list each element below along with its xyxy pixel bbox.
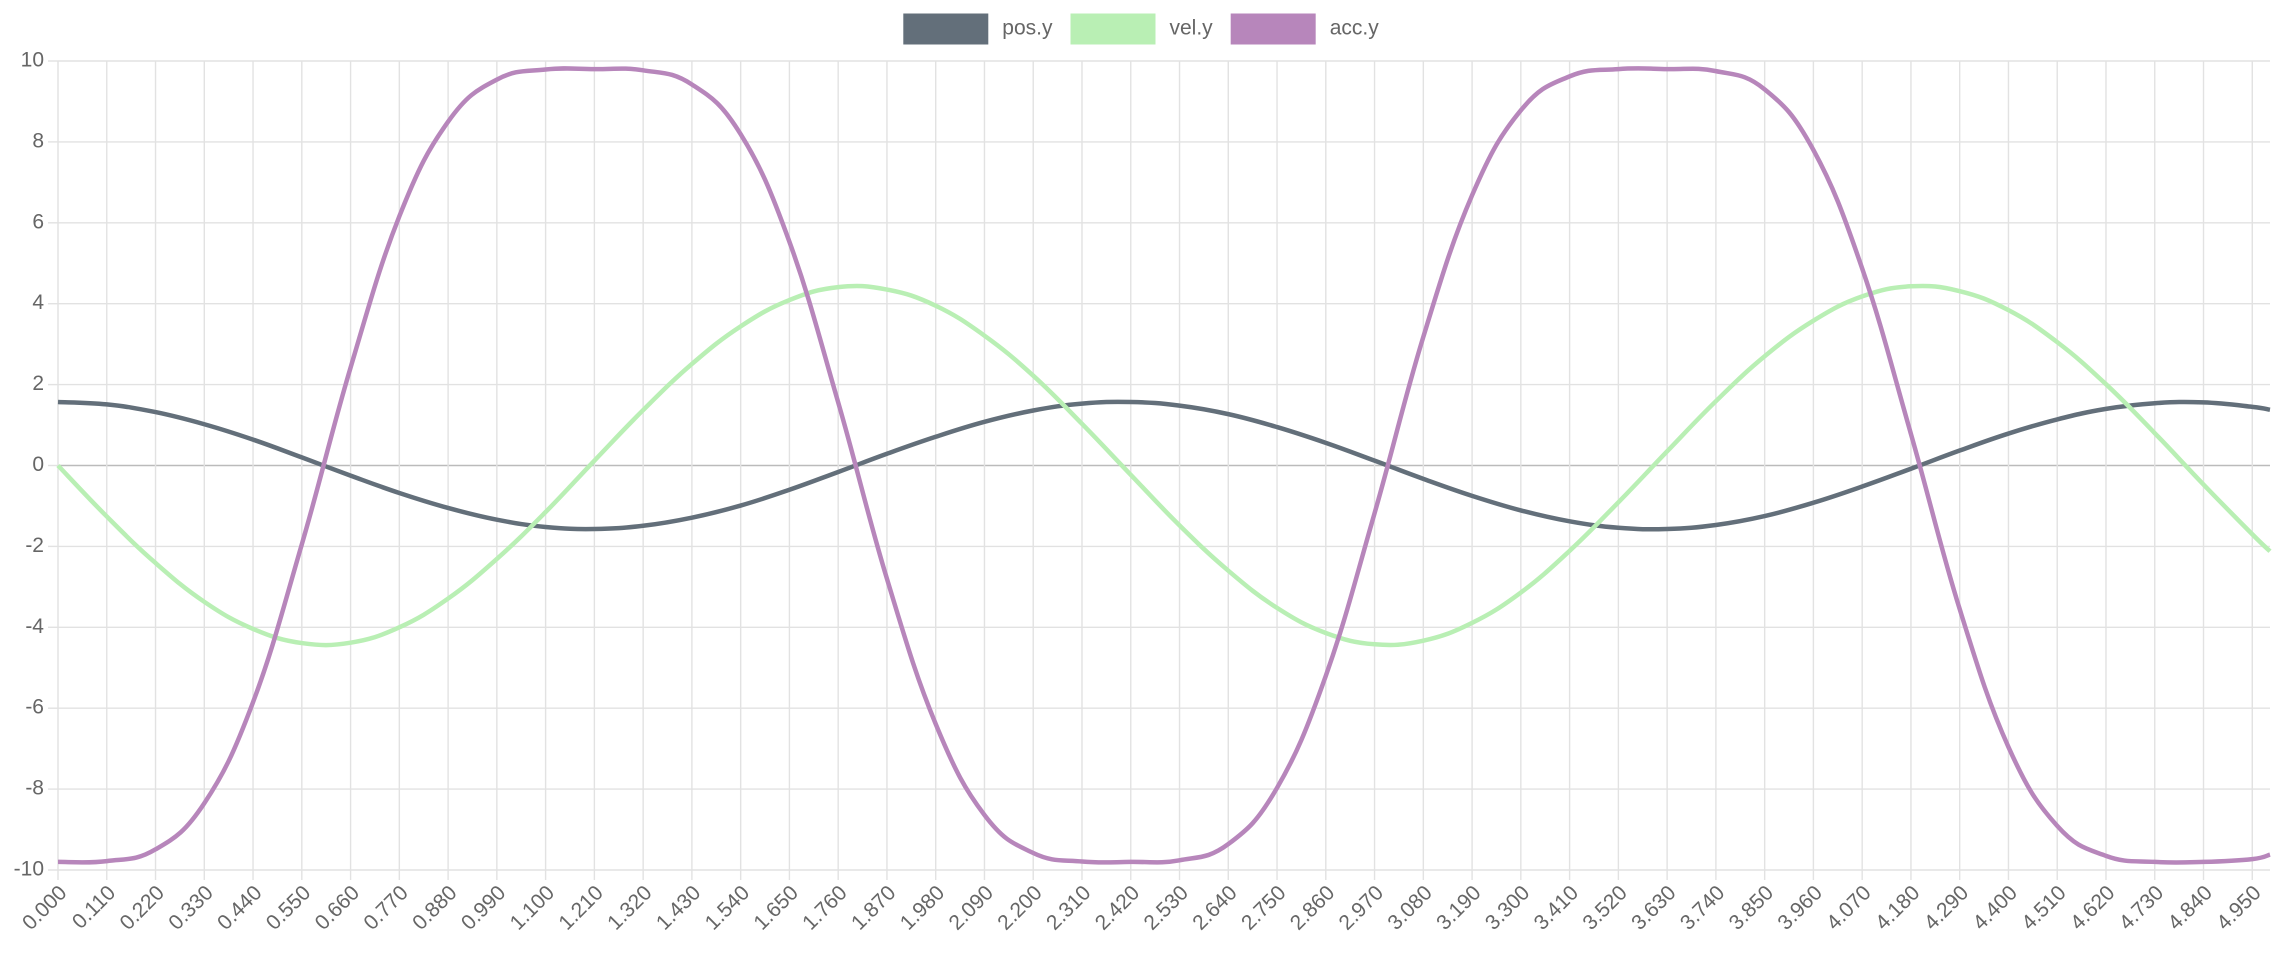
x-tick-label: 4.290 [1920,881,1973,934]
legend-swatch[interactable] [1230,13,1316,45]
x-tick-label: 2.970 [1335,881,1388,934]
x-tick-label: 4.400 [1968,881,2021,934]
x-tick-label: 0.440 [213,881,266,934]
x-tick-label: 2.750 [1237,881,1290,934]
x-tick-label: 4.620 [2066,881,2119,934]
x-tick-label: 1.650 [749,881,802,934]
y-tick-label: 4 [32,291,44,314]
x-tick-label: 2.530 [1140,881,1193,934]
y-tick-label: -8 [25,777,44,800]
x-tick-label: 2.090 [944,881,997,934]
y-tick-label: 8 [32,129,44,152]
x-tick-label: 4.070 [1822,881,1875,934]
x-tick-label: 3.080 [1383,881,1436,934]
x-tick-label: 0.000 [18,881,71,934]
x-tick-label: 3.850 [1725,881,1778,934]
x-tick-label: 1.100 [506,881,559,934]
x-tick-label: 0.330 [164,881,217,934]
x-tick-label: 1.430 [652,881,705,934]
x-tick-label: 0.990 [457,881,510,934]
line-series [57,399,2271,532]
legend-swatch[interactable] [1070,13,1156,45]
x-tick-label: 2.860 [1286,881,1339,934]
x-tick-label: 2.200 [993,881,1046,934]
y-tick-label: -6 [25,696,44,719]
x-tick-label: 1.980 [896,881,949,934]
legend-label[interactable]: vel.y [1170,17,1214,40]
x-tick-label: 3.410 [1530,881,1583,934]
x-tick-label: 3.960 [1773,881,1826,934]
y-tick-label: 6 [32,210,44,233]
y-tick-label: 2 [32,372,44,395]
x-tick-label: 3.630 [1627,881,1680,934]
x-tick-label: 0.660 [311,881,364,934]
x-tick-label: 4.180 [1871,881,1924,934]
line-series [56,283,2272,648]
x-tick-label: 1.210 [554,881,607,934]
x-tick-label: 0.220 [116,881,169,934]
y-tick-label: -4 [25,615,44,638]
x-tick-label: 0.550 [262,881,315,934]
x-tick-label: 3.740 [1676,881,1729,934]
x-tick-label: 4.840 [2164,881,2217,934]
legend-label[interactable]: acc.y [1330,17,1380,40]
x-tick-label: 4.730 [2115,881,2168,934]
y-tick-label: 10 [21,49,44,72]
x-tick-label: 1.320 [603,881,656,934]
x-tick-label: 1.540 [701,881,754,934]
x-tick-label: 0.880 [408,881,461,934]
x-tick-label: 1.870 [847,881,900,934]
legend-label[interactable]: pos.y [1002,17,1053,40]
x-tick-label: 1.760 [798,881,851,934]
x-tick-label: 4.510 [2017,881,2070,934]
x-tick-label: 4.950 [2212,881,2265,934]
y-tick-label: -10 [14,858,44,881]
x-tick-label: 3.520 [1578,881,1631,934]
line-series [57,66,2271,865]
x-tick-label: 2.640 [1188,881,1241,934]
x-tick-label: 3.190 [1432,881,1485,934]
y-tick-label: -2 [25,534,44,557]
legend-swatch[interactable] [903,13,989,45]
x-tick-label: 2.420 [1091,881,1144,934]
x-tick-label: 3.300 [1481,881,1534,934]
y-tick-label: 0 [32,453,44,476]
x-tick-label: 0.770 [359,881,412,934]
x-tick-label: 2.310 [1042,881,1095,934]
x-tick-label: 0.110 [68,881,120,933]
